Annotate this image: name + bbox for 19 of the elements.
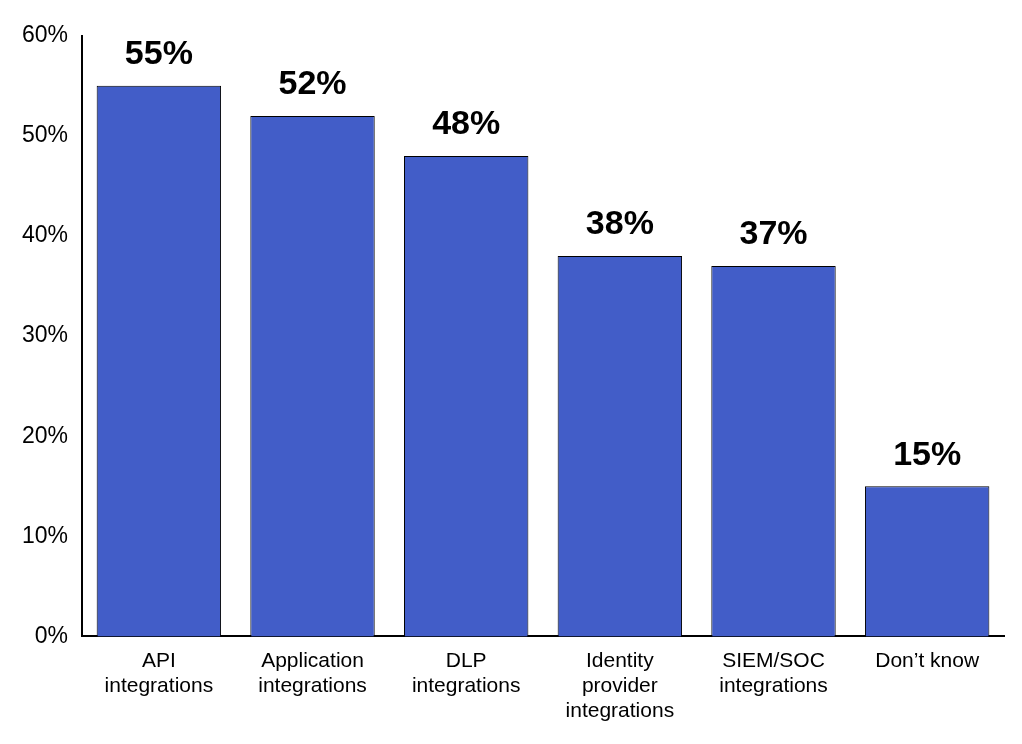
y-tick-label: 60%: [21, 21, 69, 48]
y-tick-label: 50%: [21, 121, 69, 148]
x-tick-label: Identity provider integrations: [565, 647, 675, 722]
y-tick-label: 30%: [21, 321, 69, 348]
x-tick-label: Application integrations: [258, 647, 367, 696]
data-label: 52%: [278, 63, 347, 102]
data-label: 48%: [432, 103, 501, 142]
y-tick-label: 40%: [21, 221, 69, 248]
y-tick-label: 0%: [34, 621, 69, 648]
y-tick-label: 20%: [21, 421, 69, 448]
y-tick-label: 10%: [21, 521, 69, 548]
x-tick-label: SIEM/SOC integrations: [719, 647, 828, 696]
x-tick-label: DLP integrations: [411, 647, 521, 696]
data-label: 38%: [585, 203, 654, 242]
data-label: 55%: [124, 33, 193, 72]
x-tick-label: API integrations: [104, 647, 214, 696]
data-label: 37%: [739, 213, 808, 252]
x-tick-label: Don’t know: [875, 647, 980, 671]
data-label: 15%: [893, 433, 962, 472]
